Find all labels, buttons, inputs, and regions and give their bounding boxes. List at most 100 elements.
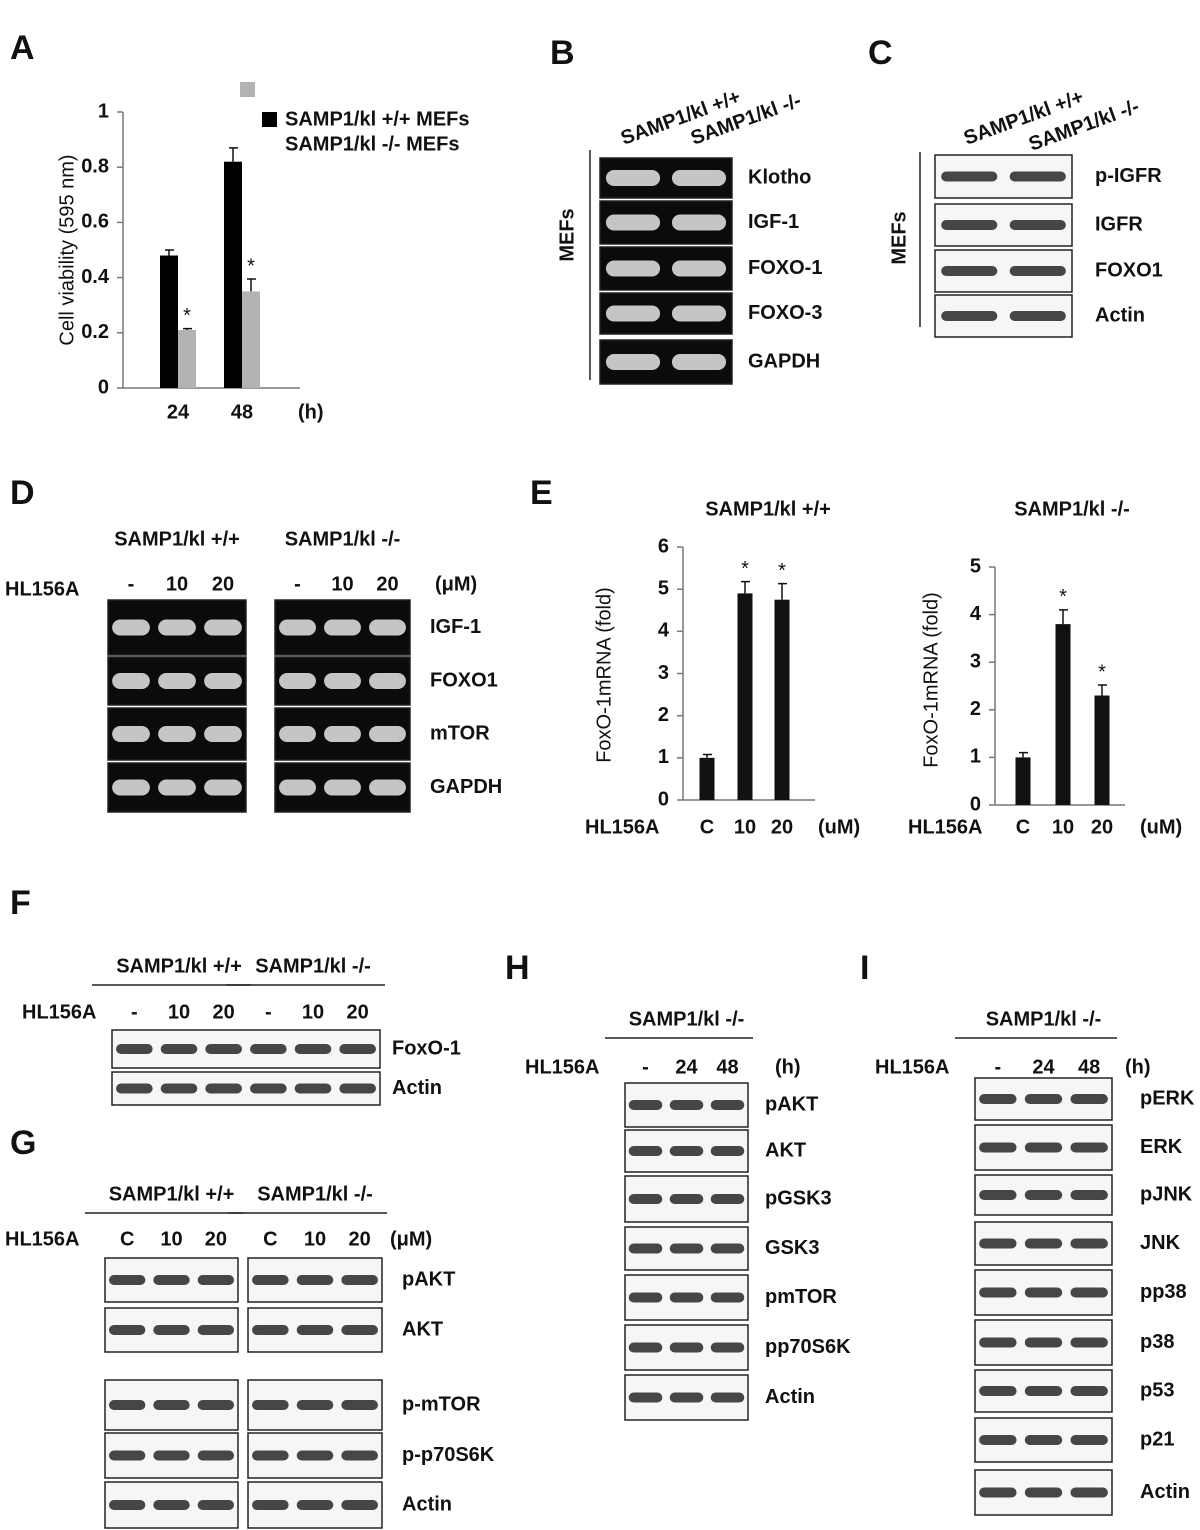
band [153,1500,190,1510]
group-header: SAMP1/kl -/- [257,1183,373,1205]
row-label: p-p70S6K [402,1444,495,1466]
legend-label: SAMP1/kl +/+ MEFs [285,108,470,130]
y-axis-label: FoxO-1mRNA (fold) [593,587,615,763]
y-tick-label: 6 [658,535,669,557]
x-prefix: HL156A [908,816,982,838]
significance-marker: * [741,558,749,580]
band [669,1243,704,1254]
row-label: pAKT [765,1093,818,1115]
row-label: p-mTOR [402,1393,481,1415]
band [1070,1287,1108,1298]
band [1070,1190,1108,1200]
band [605,260,661,277]
band [1024,1094,1063,1104]
bar [160,255,178,388]
x-prefix: HL156A [585,816,659,838]
chart-title: SAMP1/kl +/+ [705,498,831,520]
error-bar [247,278,256,292]
blot-frame [111,1071,381,1106]
band [108,1275,146,1285]
x-unit: (uM) [1140,816,1182,838]
band [153,1450,190,1461]
band [197,1275,235,1285]
y-tick-label: 0.6 [81,211,109,233]
panel-letter: D [10,474,35,512]
band [979,1435,1017,1445]
lane-label: 10 [166,573,188,595]
band [252,1275,289,1285]
lane-label: 48 [716,1056,738,1078]
lane-label: 10 [331,573,353,595]
legend-label: SAMP1/kl -/- MEFs [285,133,459,155]
group-header: SAMP1/kl -/- [629,1008,745,1030]
band [279,619,316,636]
treatment-label: HL156A [5,578,79,600]
band [1024,1386,1063,1396]
band [710,1194,745,1204]
panel-letter: H [505,949,530,987]
band [108,1325,146,1335]
band [669,1194,704,1204]
band [204,673,242,689]
band [671,170,727,186]
x-tick-label: 20 [1091,816,1113,838]
band [1070,1094,1108,1104]
band [1009,171,1066,182]
lane-label: C [120,1228,134,1250]
band [669,1392,704,1403]
panel-letter: F [10,884,31,922]
band [252,1500,289,1510]
x-unit: (h) [298,401,324,423]
row-label: pJNK [1140,1183,1193,1205]
band [979,1190,1017,1200]
band [710,1342,745,1353]
band [339,1044,376,1054]
row-label: FOXO1 [430,669,498,691]
lane-label: - [994,1056,1001,1078]
band [1009,220,1066,230]
band [710,1146,745,1156]
treatment-label: HL156A [22,1001,96,1023]
y-tick-label: 5 [970,555,981,577]
band [279,673,316,689]
band [1024,1287,1063,1298]
significance-marker: * [247,255,255,277]
row-label: Actin [765,1386,815,1408]
row-label: AKT [402,1318,443,1340]
row-label: pp70S6K [765,1336,851,1358]
y-tick-label: 0.2 [81,321,109,343]
band [341,1500,378,1510]
x-tick-label: 10 [1052,816,1074,838]
band [628,1194,663,1204]
legend-swatch [262,112,277,127]
panel-letter: B [550,34,575,72]
lane-label: 10 [304,1228,326,1250]
bar [699,757,715,800]
significance-marker: * [1098,661,1106,683]
band [296,1500,334,1510]
band [341,1450,378,1461]
row-label: pp38 [1140,1281,1187,1303]
lane-label: - [642,1056,649,1078]
row-label: p-IGFR [1095,165,1162,187]
x-tick-label: 10 [734,816,756,838]
lane-label: 20 [349,1228,371,1250]
band [279,779,316,796]
bar [1055,624,1071,805]
treatment-label: HL156A [875,1056,949,1078]
band [341,1400,378,1410]
legend-swatch [240,82,255,97]
band [279,726,316,742]
row-label: p21 [1140,1428,1174,1450]
band [197,1325,235,1335]
band [296,1450,334,1461]
band [671,214,727,231]
band [204,779,242,796]
band [341,1275,378,1285]
row-label: pAKT [402,1268,455,1290]
band [369,779,406,796]
band [1024,1190,1063,1200]
band [158,779,196,796]
band [1070,1435,1108,1445]
group-header: SAMP1/kl -/- [986,1008,1102,1030]
